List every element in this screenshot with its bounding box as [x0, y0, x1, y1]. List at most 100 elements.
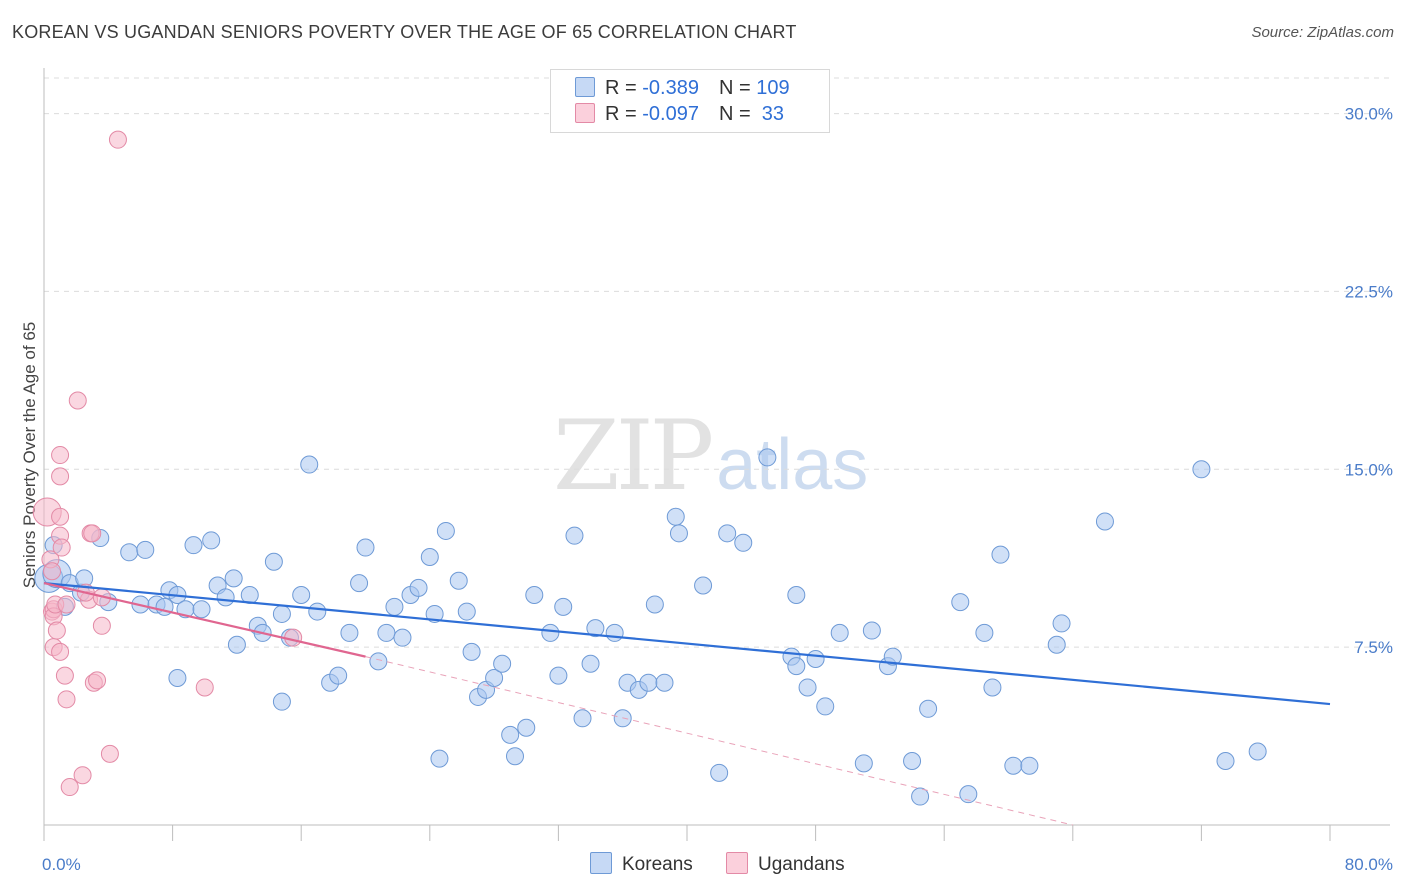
- korean-point: [485, 668, 504, 687]
- korean-point: [517, 718, 536, 737]
- korean-point: [120, 543, 139, 562]
- korean-point: [983, 678, 1002, 697]
- ugandan-point: [108, 130, 127, 149]
- korean-point: [356, 538, 375, 557]
- korean-point: [1052, 614, 1071, 633]
- korean-point: [806, 650, 825, 668]
- korean-point: [329, 666, 348, 685]
- korean-point: [501, 725, 520, 744]
- korean-point: [554, 597, 573, 616]
- source-credit: Source: ZipAtlas.com: [1251, 24, 1394, 41]
- korean-point: [565, 526, 584, 545]
- korean-point: [425, 604, 444, 623]
- korean-point: [573, 709, 592, 728]
- korean-point: [830, 623, 849, 642]
- korean-point: [192, 600, 211, 619]
- legend-row-koreans: R = -0.389 N = 109: [575, 76, 790, 100]
- korean-point: [1216, 751, 1235, 770]
- korean-point: [202, 531, 221, 550]
- legend-r-value: -0.097: [642, 103, 699, 125]
- legend-n-label: N =: [718, 77, 757, 99]
- korean-trend-line: [43, 582, 1331, 706]
- bottom-legend-swatch-koreans: [590, 852, 612, 874]
- x-tick-label: 0.0%: [42, 855, 81, 874]
- legend-n-value: 33: [756, 103, 785, 125]
- ugandan-point: [88, 671, 107, 690]
- korean-point: [975, 623, 994, 642]
- legend-row-ugandans: R = -0.097 N = 33: [575, 102, 784, 126]
- korean-point: [605, 623, 624, 642]
- korean-point: [436, 521, 455, 540]
- legend-swatch-koreans: [575, 77, 595, 97]
- legend-n-value: 109: [756, 77, 790, 99]
- korean-point: [369, 652, 388, 671]
- korean-point: [586, 619, 605, 638]
- ugandan-point: [51, 507, 70, 526]
- y-tick-label: 22.5%: [1345, 282, 1393, 301]
- korean-point: [710, 763, 729, 782]
- korean-point: [292, 585, 311, 604]
- korean-point: [350, 574, 369, 593]
- ugandan-point: [52, 538, 71, 557]
- korean-point: [493, 654, 512, 673]
- watermark-atlas: atlas: [716, 425, 869, 505]
- ugandan-point: [55, 666, 74, 685]
- y-tick-label: 7.5%: [1354, 638, 1393, 657]
- bottom-legend-swatch-ugandans: [726, 852, 748, 874]
- korean-point: [420, 548, 439, 567]
- korean-point: [136, 540, 155, 559]
- korean-point: [669, 524, 688, 543]
- korean-point: [300, 455, 319, 474]
- korean-point: [581, 654, 600, 673]
- ugandan-point: [100, 744, 119, 763]
- ugandan-point: [60, 778, 79, 797]
- korean-point: [787, 657, 806, 676]
- ugandan-point: [68, 391, 87, 410]
- ugandan-point: [43, 562, 62, 581]
- korean-point: [1248, 742, 1267, 761]
- ugandan-point: [51, 467, 70, 486]
- korean-point: [862, 621, 881, 640]
- bottom-legend-koreans: Koreans: [590, 852, 693, 876]
- korean-point: [168, 668, 187, 687]
- korean-point: [549, 666, 568, 685]
- ugandan-point: [195, 678, 214, 697]
- bottom-legend-ugandans: Ugandans: [726, 852, 845, 876]
- korean-point: [430, 749, 449, 768]
- korean-point: [655, 673, 674, 692]
- ugandan-point: [57, 690, 76, 709]
- legend-r-value: -0.389: [642, 77, 699, 99]
- ugandan-point: [57, 595, 76, 614]
- bottom-legend-label-koreans: Koreans: [622, 854, 693, 875]
- korean-point: [1004, 756, 1023, 775]
- korean-point: [734, 533, 753, 552]
- korean-point: [666, 507, 685, 526]
- korean-point: [1095, 512, 1114, 531]
- korean-point: [272, 604, 291, 623]
- korean-point: [377, 623, 396, 642]
- korean-point: [385, 597, 404, 616]
- ugandan-point: [92, 616, 111, 635]
- legend-n-label: N =: [718, 103, 757, 125]
- ugandan-point: [51, 642, 70, 661]
- korean-point: [798, 678, 817, 697]
- korean-point: [816, 697, 835, 716]
- korean-point: [525, 585, 544, 604]
- korean-point: [184, 536, 203, 555]
- ugandan-trend-extension: [365, 656, 1073, 826]
- ugandan-point: [83, 524, 102, 543]
- legend-r-label: R =: [605, 77, 643, 99]
- korean-point: [903, 751, 922, 770]
- korean-point: [505, 747, 524, 766]
- korean-point: [216, 588, 235, 607]
- watermark: ZIPatlas: [553, 400, 868, 512]
- watermark-zip: ZIP: [553, 400, 714, 512]
- korean-point: [264, 552, 283, 571]
- korean-point: [694, 576, 713, 595]
- korean-point: [340, 623, 359, 642]
- korean-point: [393, 628, 412, 647]
- korean-point: [457, 602, 476, 621]
- ugandan-point: [51, 446, 70, 465]
- ugandan-point: [73, 766, 92, 785]
